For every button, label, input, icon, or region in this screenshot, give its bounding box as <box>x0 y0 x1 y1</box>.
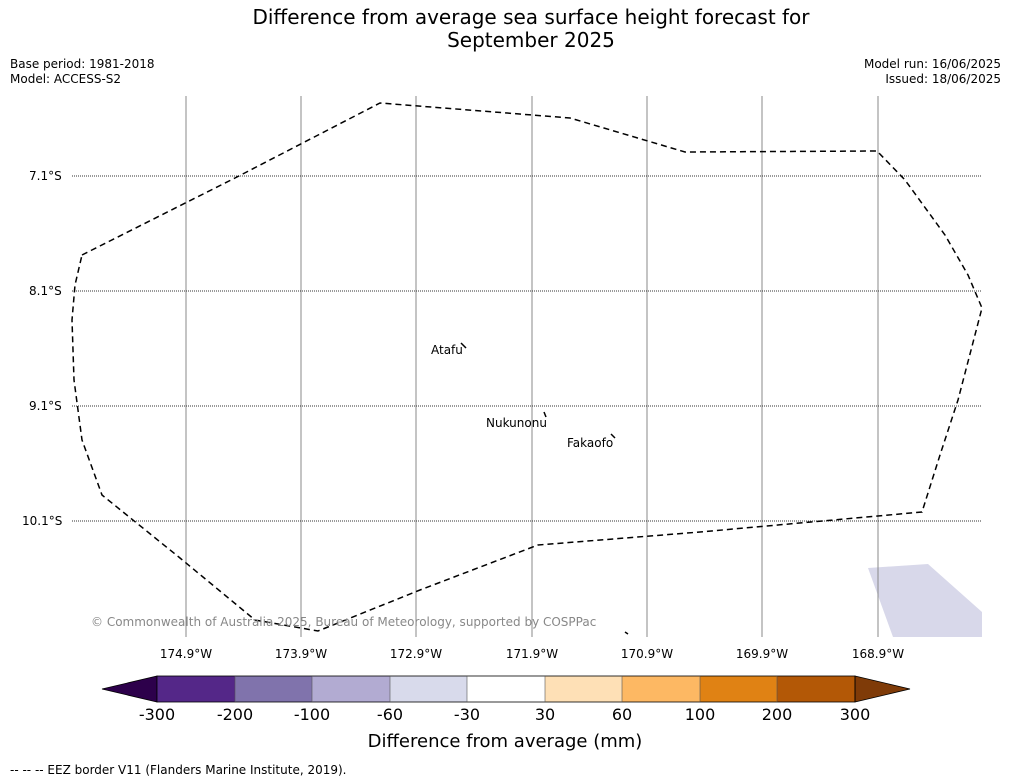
copyright-notice: © Commonwealth of Australia 2025, Bureau… <box>91 615 597 629</box>
model-run: Model run: 16/06/2025 <box>863 57 1001 71</box>
colorbar-tick-label: 200 <box>761 705 793 724</box>
colorbar-tick-label: -60 <box>376 705 404 724</box>
colorbar-segment <box>545 676 622 702</box>
place-label-atafu: Atafu <box>431 343 463 357</box>
lon-label: 172.9°W <box>389 647 443 661</box>
meta-left: Base period: 1981-2018 Model: ACCESS-S2 <box>10 57 155 87</box>
map-title: Difference from average sea surface heig… <box>0 6 1011 52</box>
colorbar-segment <box>390 676 467 702</box>
lon-label: 174.9°W <box>159 647 213 661</box>
lon-label: 170.9°W <box>620 647 674 661</box>
colorbar-extend-low <box>101 675 158 703</box>
lon-label: 173.9°W <box>274 647 328 661</box>
lon-label: 168.9°W <box>851 647 905 661</box>
place-label-nukunonu: Nukunonu <box>486 416 547 430</box>
colorbar-tick-label: 30 <box>534 705 556 724</box>
place-label-fakaofo: Fakaofo <box>567 436 614 450</box>
lat-label: 7.1°S <box>29 169 62 183</box>
colorbar-segment <box>700 676 777 702</box>
colorbar-extend-high <box>854 675 911 703</box>
meridian-lines <box>185 96 879 637</box>
colorbar-segment <box>622 676 700 702</box>
colorbar-segment <box>235 676 312 702</box>
colorbar-segment <box>157 676 235 702</box>
colorbar-frame <box>156 675 856 703</box>
colorbar-title: Difference from average (mm) <box>367 731 643 752</box>
anomaly-patch <box>868 564 982 637</box>
eez-legend-footer: -- -- -- EEZ border V11 (Flanders Marine… <box>10 763 347 777</box>
colorbar-tick-label: 100 <box>684 705 716 724</box>
nukunonu-island-shape <box>543 411 547 418</box>
colorbar-segment <box>312 676 390 702</box>
lat-label: 10.1°S <box>22 514 63 528</box>
lon-label: 171.9°W <box>505 647 559 661</box>
small-island-shape <box>624 631 629 635</box>
colorbar-tick-label: 300 <box>839 705 871 724</box>
colorbar-segment <box>777 676 855 702</box>
colorbar-segment <box>467 676 545 702</box>
colorbar-tick-label: -300 <box>138 705 176 724</box>
issued-date: Issued: 18/06/2025 <box>885 72 1001 86</box>
atafu-island-shape <box>460 342 467 349</box>
colorbar-tick-label: -100 <box>293 705 331 724</box>
colorbar-tick-label: -30 <box>453 705 481 724</box>
lat-label: 8.1°S <box>29 284 62 298</box>
parallel-lines <box>72 175 982 522</box>
colorbar-tick-label: 60 <box>611 705 633 724</box>
fakaofo-island-shape <box>610 433 616 439</box>
title-line-1: Difference from average sea surface heig… <box>252 5 810 29</box>
model-name: Model: ACCESS-S2 <box>10 72 122 86</box>
title-line-2: September 2025 <box>447 28 615 52</box>
colorbar-tick-label: -200 <box>216 705 254 724</box>
meta-right: Model run: 16/06/2025 Issued: 18/06/2025 <box>864 57 1001 87</box>
colorbar <box>101 675 911 703</box>
base-period: Base period: 1981-2018 <box>10 57 155 71</box>
lat-label: 9.1°S <box>29 399 62 413</box>
lon-label: 169.9°W <box>735 647 789 661</box>
eez-border <box>71 102 983 632</box>
